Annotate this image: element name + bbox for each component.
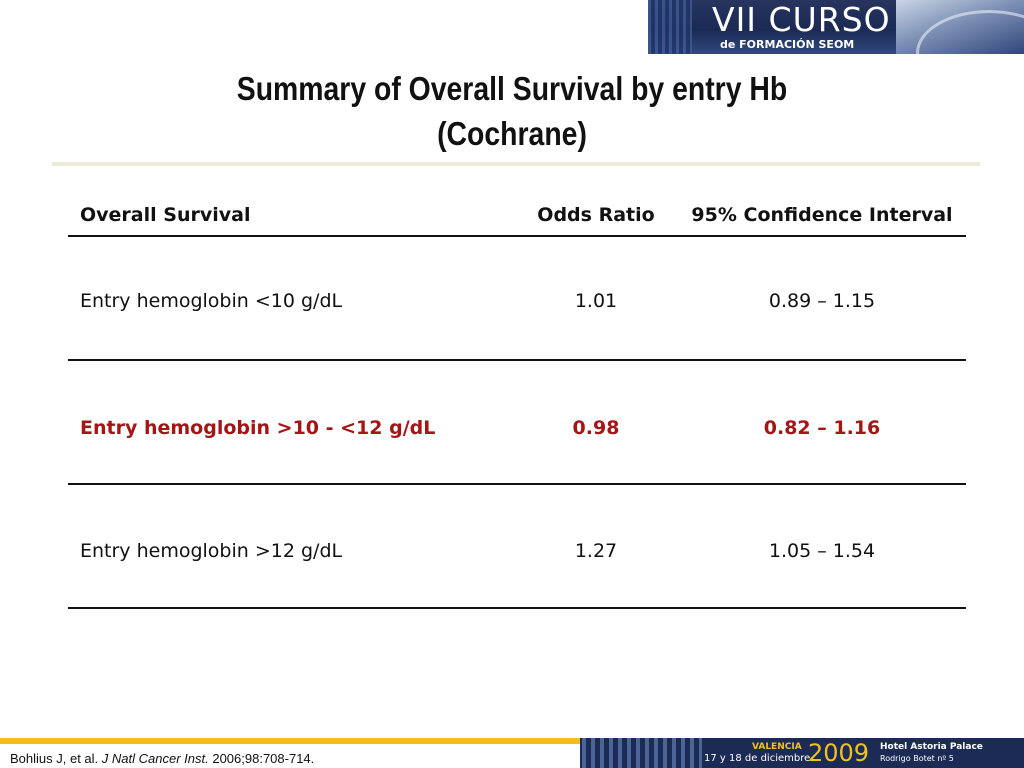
header-overall-survival: Overall Survival bbox=[80, 204, 251, 226]
row-label: Entry hemoglobin >10 - <12 g/dL bbox=[80, 417, 436, 439]
slide-title: Summary of Overall Survival by entry Hb … bbox=[168, 66, 856, 156]
footer-bar: Bohlius J, et al. J Natl Cancer Inst. 20… bbox=[0, 738, 1024, 768]
footer-decoration bbox=[582, 738, 702, 768]
banner-building-image bbox=[896, 0, 1024, 54]
row-odds-ratio: 1.01 bbox=[574, 290, 618, 312]
reference-journal: J Natl Cancer Inst. bbox=[101, 751, 209, 766]
banner-decoration bbox=[648, 0, 692, 54]
footer-dates: 17 y 18 de diciembre bbox=[704, 753, 811, 764]
footer-year: 2009 bbox=[808, 739, 870, 767]
slide-title-line1: Summary of Overall Survival by entry Hb bbox=[236, 70, 788, 107]
header-odds-ratio: Odds Ratio bbox=[537, 204, 655, 226]
row-label: Entry hemoglobin >12 g/dL bbox=[80, 540, 343, 562]
header-banner: VII CURSO de FORMACIÓN SEOM bbox=[648, 0, 1024, 54]
banner-course-subtitle: de FORMACIÓN SEOM bbox=[720, 38, 855, 51]
footer-hotel: Hotel Astoria Palace bbox=[880, 742, 983, 752]
reference-box: Bohlius J, et al. J Natl Cancer Inst. 20… bbox=[0, 738, 580, 768]
table-row: Entry hemoglobin >12 g/dL 1.27 1.05 – 1.… bbox=[68, 485, 966, 609]
footer-address: Rodrigo Botet nº 5 bbox=[880, 754, 954, 763]
row-confidence-interval: 1.05 – 1.54 bbox=[768, 540, 876, 562]
survival-table: Overall Survival Odds Ratio 95% Confiden… bbox=[68, 190, 966, 609]
row-confidence-interval: 0.89 – 1.15 bbox=[768, 290, 876, 312]
row-odds-ratio: 1.27 bbox=[574, 540, 618, 562]
reference-author: Bohlius J, et al. bbox=[10, 751, 99, 766]
footer-city: VALENCIA bbox=[752, 742, 802, 752]
reference-citation: Bohlius J, et al. J Natl Cancer Inst. 20… bbox=[10, 751, 314, 767]
row-label: Entry hemoglobin <10 g/dL bbox=[80, 290, 343, 312]
table-header-row: Overall Survival Odds Ratio 95% Confiden… bbox=[68, 190, 966, 237]
header-confidence-interval: 95% Confidence Interval bbox=[691, 204, 953, 226]
reference-detail: 2006;98:708-714. bbox=[212, 751, 315, 766]
slide-title-line2: (Cochrane) bbox=[437, 115, 587, 152]
table-row-highlighted: Entry hemoglobin >10 - <12 g/dL 0.98 0.8… bbox=[68, 361, 966, 485]
title-divider bbox=[52, 162, 980, 166]
table-row: Entry hemoglobin <10 g/dL 1.01 0.89 – 1.… bbox=[68, 237, 966, 361]
row-confidence-interval: 0.82 – 1.16 bbox=[763, 417, 881, 439]
row-odds-ratio: 0.98 bbox=[572, 417, 620, 439]
banner-course-title: VII CURSO bbox=[712, 0, 891, 39]
